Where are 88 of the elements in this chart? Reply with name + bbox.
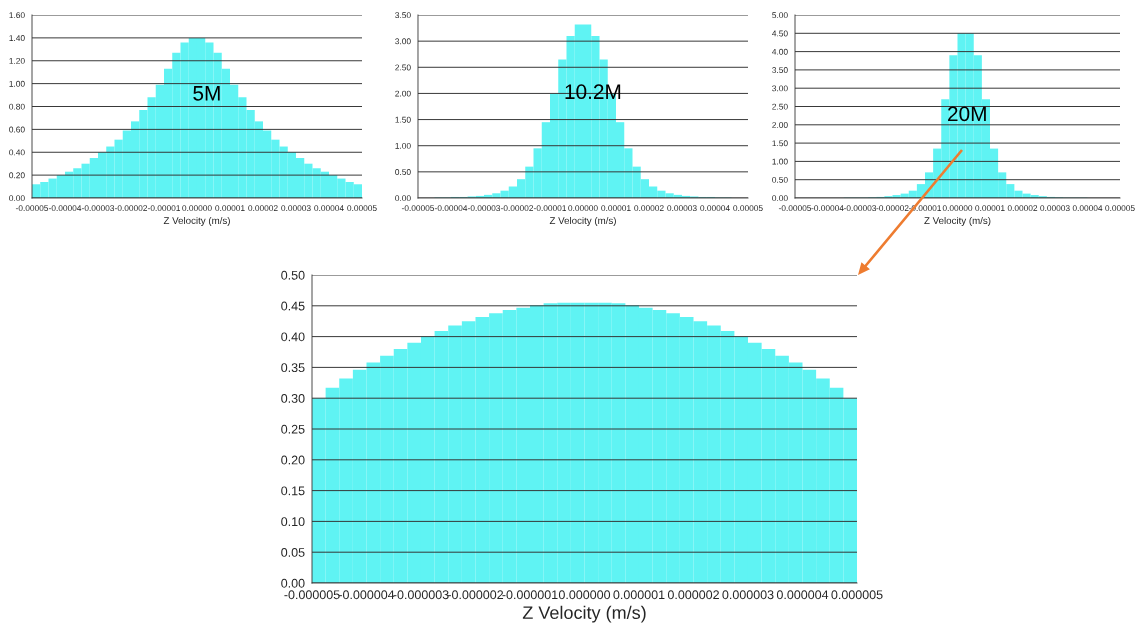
- y-tick-label: 0.50: [772, 176, 788, 183]
- x-axis-title: Z Velocity (m/s): [549, 216, 616, 226]
- x-tick-label: -0.00003: [467, 205, 501, 212]
- x-tick-label: -0.00005: [15, 205, 49, 212]
- y-tick-label: 4.00: [772, 48, 788, 55]
- y-tick-label: 0.05: [281, 548, 305, 557]
- x-tick-label: 0.00004: [314, 205, 344, 212]
- x-tick-label: -0.00005: [401, 205, 435, 212]
- y-tick-label: 2.50: [395, 64, 411, 71]
- x-tick-label: -0.000005: [284, 590, 340, 600]
- y-tick-label: 0.40: [281, 332, 305, 342]
- x-tick-label: 0.000004: [776, 590, 829, 600]
- x-tick-label: 0.00003: [1040, 205, 1070, 212]
- x-axis-title: Z Velocity (m/s): [522, 605, 646, 623]
- annotation: 5M: [193, 86, 220, 101]
- x-tick-label: 0.000005: [831, 590, 883, 600]
- x-tick-label: -0.00002: [876, 205, 909, 212]
- x-tick-label: 0.00002: [248, 205, 278, 212]
- y-tick-label: 0.10: [281, 517, 305, 527]
- x-tick-label: 0.00005: [347, 205, 377, 212]
- y-tick-label: 3.00: [395, 38, 411, 45]
- x-tick-label: -0.000002: [447, 590, 504, 600]
- y-tick-label: 1.20: [9, 57, 25, 64]
- y-tick-label: 0.00: [281, 578, 305, 588]
- y-tick-label: 0.25: [281, 424, 305, 434]
- y-tick-label: 0.50: [281, 270, 305, 280]
- x-tick-label: 0.00004: [1072, 205, 1103, 212]
- y-tick-label: 0.50: [395, 169, 411, 175]
- y-tick-label: 0.00: [9, 195, 25, 202]
- y-tick-label: 5.00: [772, 12, 788, 19]
- y-tick-label: 1.00: [9, 80, 25, 87]
- y-tick-label: 0.20: [281, 455, 305, 465]
- x-tick-label: 0.00001: [215, 205, 245, 212]
- x-tick-label: -0.000001: [502, 590, 558, 600]
- x-tick-label: -0.00003: [81, 205, 115, 212]
- y-tick-label: 3.50: [395, 12, 411, 19]
- x-tick-label: -0.00004: [811, 205, 844, 212]
- y-tick-label: 0.80: [9, 103, 25, 110]
- x-tick-label: 0.00003: [281, 205, 311, 212]
- x-tick-label: -0.00005: [778, 205, 812, 212]
- x-tick-label: -0.00002: [114, 205, 148, 212]
- x-tick-label: 0.00002: [634, 205, 664, 212]
- x-tick-label: 0.00000: [942, 205, 973, 212]
- x-tick-label: 0.00005: [1105, 205, 1135, 212]
- x-tick-label: 0.000000: [558, 590, 611, 600]
- x-tick-label: -0.00001: [147, 205, 181, 212]
- x-tick-label: 0.000003: [722, 590, 774, 600]
- y-tick-label: 0.00: [395, 195, 411, 202]
- y-tick-label: 3.50: [772, 67, 788, 73]
- y-tick-label: 1.50: [772, 140, 788, 147]
- x-tick-label: 0.00004: [700, 205, 730, 212]
- x-tick-label: 0.000001: [613, 590, 665, 600]
- x-tick-label: 0.00003: [667, 205, 697, 212]
- x-tick-label: 0.000002: [667, 590, 719, 600]
- x-axis-title: Z Velocity (m/s): [163, 216, 230, 226]
- y-tick-label: 0.40: [9, 149, 25, 156]
- x-tick-label: -0.000003: [393, 590, 449, 600]
- y-tick-label: 0.35: [281, 363, 305, 373]
- x-tick-label: 0.00005: [733, 205, 763, 212]
- y-tick-label: 1.00: [395, 142, 411, 149]
- y-tick-label: 3.00: [772, 85, 788, 92]
- x-tick-label: -0.00003: [843, 205, 877, 212]
- y-tick-label: 0.30: [281, 394, 305, 403]
- y-tick-label: 1.50: [395, 116, 411, 123]
- x-tick-label: 0.00002: [1007, 205, 1038, 212]
- y-tick-label: 0.15: [281, 486, 305, 496]
- y-tick-label: 2.50: [772, 103, 788, 110]
- x-tick-label: 0.00000: [568, 205, 598, 212]
- x-tick-label: -0.00004: [48, 205, 82, 212]
- y-tick-label: 1.40: [9, 35, 25, 41]
- x-axis-title: Z Velocity (m/s): [924, 216, 991, 226]
- y-tick-label: 4.50: [772, 30, 788, 37]
- y-tick-label: 0.60: [9, 126, 25, 133]
- x-tick-label: 0.00000: [182, 205, 212, 212]
- y-tick-label: 1.60: [9, 12, 25, 19]
- y-tick-label: 0.20: [9, 172, 25, 179]
- x-tick-label: 0.00001: [975, 205, 1005, 212]
- x-tick-label: -0.00001: [533, 205, 567, 212]
- y-tick-label: 2.00: [395, 90, 411, 97]
- y-tick-label: 0.00: [772, 195, 788, 202]
- x-tick-label: -0.00002: [500, 205, 534, 212]
- y-tick-label: 2.00: [772, 122, 788, 128]
- x-tick-label: -0.00004: [434, 205, 468, 212]
- x-tick-label: -0.000004: [338, 590, 395, 600]
- y-tick-label: 0.45: [281, 301, 305, 311]
- y-tick-label: 1.00: [772, 158, 788, 165]
- annotation: 20M: [948, 106, 986, 122]
- x-tick-label: 0.00001: [601, 205, 631, 212]
